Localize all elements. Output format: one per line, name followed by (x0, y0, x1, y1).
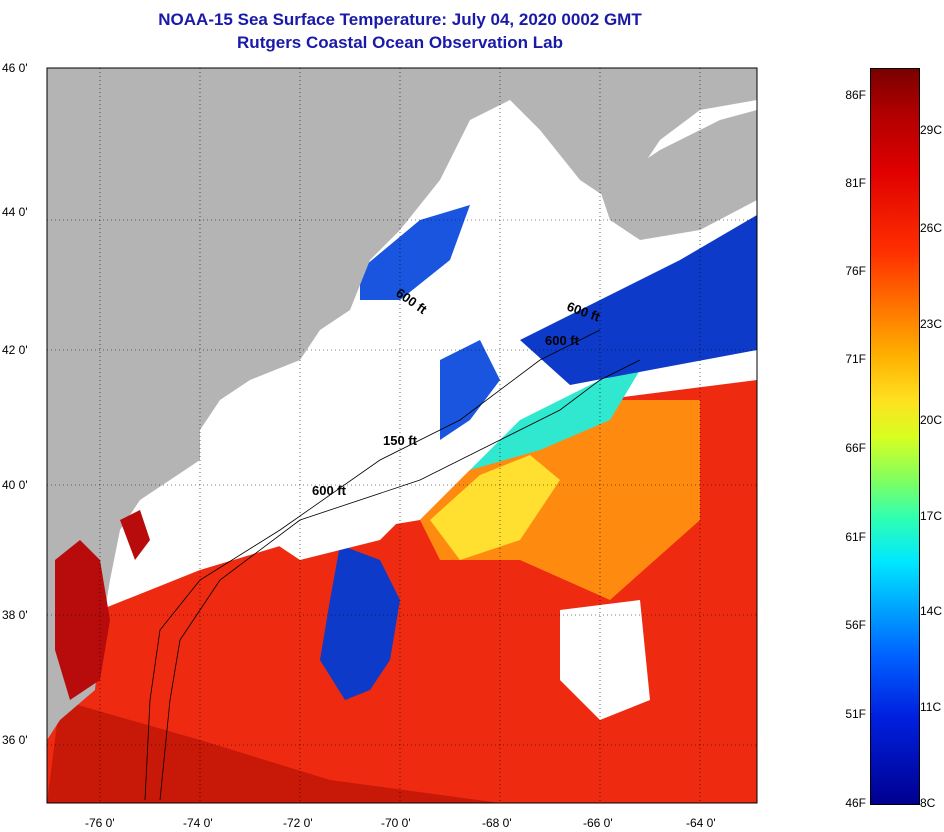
colorbar-c-label: 29C (920, 123, 943, 137)
contour-label: 600 ft (312, 483, 347, 498)
map-subtitle: Rutgers Coastal Ocean Observation Lab (237, 33, 563, 52)
map-title: NOAA-15 Sea Surface Temperature: July 04… (158, 10, 642, 29)
colorbar-c-label: 8C (920, 796, 936, 810)
lat-label: 38 0' (2, 608, 28, 622)
colorbar-f-label: 76F (845, 264, 866, 278)
colorbar-f-label: 66F (845, 441, 866, 455)
lat-label: 42 0' (2, 343, 28, 357)
contour-label: 600 ft (545, 333, 580, 348)
colorbar-c-label: 20C (920, 413, 943, 427)
lat-label: 36 0' (2, 733, 28, 747)
colorbar-c-label: 14C (920, 604, 943, 618)
colorbar-c-label: 26C (920, 221, 943, 235)
lon-label: -68 0' (482, 816, 512, 830)
graticule (47, 68, 757, 803)
cold-water-scotian (520, 215, 757, 385)
colorbar-f-label: 46F (845, 796, 866, 810)
colorbar-f-label: 56F (845, 618, 866, 632)
colorbar-c-label: 11C (920, 700, 942, 714)
colorbar-f-label: 86F (845, 88, 866, 102)
cloud-patch (560, 600, 650, 720)
colorbar-f-label: 61F (845, 530, 866, 544)
lat-label: 40 0' (2, 478, 28, 492)
gulf-stream-core (47, 700, 500, 803)
land-mass (47, 68, 757, 740)
colorbar-c-label: 17C (920, 509, 943, 523)
colorbar-f-label: 81F (845, 176, 866, 190)
cloud-patch (230, 380, 440, 560)
transition-water-yellow (430, 455, 560, 560)
lat-label: 46 0' (2, 61, 28, 75)
isobath-150ft (144, 329, 601, 801)
temperature-colorbar (870, 68, 920, 805)
lon-label: -76 0' (85, 816, 115, 830)
lon-label: -74 0' (183, 816, 213, 830)
delaware-bay (120, 510, 150, 560)
nova-scotia (600, 110, 757, 240)
cold-eddy (320, 545, 400, 700)
lon-label: -66 0' (583, 816, 613, 830)
lon-label: -64 0' (686, 816, 716, 830)
map-frame (46, 67, 758, 804)
colorbar-f-label: 51F (845, 707, 866, 721)
shelf-water-cyan (470, 370, 640, 470)
isobath-600ft (159, 359, 641, 801)
colorbar-c-label: 23C (920, 317, 943, 331)
lon-label: -70 0' (381, 816, 411, 830)
lat-label: 44 0' (2, 205, 28, 219)
colorbar-f-label: 71F (845, 352, 866, 366)
contour-label: 150 ft (383, 433, 418, 448)
chesapeake-bay (55, 540, 110, 700)
cold-water-gulf-of-maine (360, 205, 470, 300)
cold-water-georges (440, 340, 500, 440)
lon-label: -72 0' (283, 816, 313, 830)
